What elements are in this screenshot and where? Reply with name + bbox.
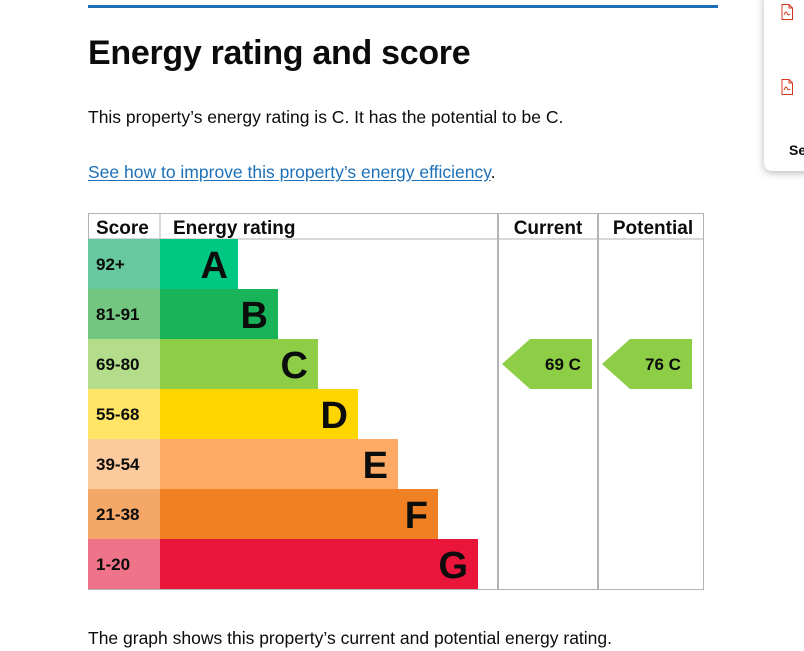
score-cell	[88, 339, 160, 389]
rating-letter: E	[363, 445, 388, 487]
score-label: 1-20	[96, 555, 130, 574]
rating-bar-d	[160, 389, 358, 439]
improvement-paragraph: See how to improve this property’s energ…	[88, 160, 496, 184]
rating-bar-e	[160, 439, 398, 489]
potential-arrow	[602, 339, 692, 389]
score-label: 55-68	[96, 405, 139, 424]
link-suffix: .	[490, 162, 496, 182]
pdf-file-icon[interactable]	[781, 79, 793, 95]
score-label: 39-54	[96, 455, 140, 474]
rating-bar-f	[160, 489, 438, 539]
graph-description: The graph shows this property’s current …	[88, 628, 613, 648]
current-arrow	[502, 339, 592, 389]
rating-letter: D	[321, 395, 348, 437]
rating-letter: B	[241, 295, 268, 337]
score-label: 69-80	[96, 355, 139, 374]
page-title: Energy rating and score	[88, 34, 471, 72]
pdf-file-icon[interactable]	[781, 4, 793, 20]
header-potential: Potential	[613, 218, 693, 239]
rating-bar-b	[160, 289, 278, 339]
improve-efficiency-link[interactable]: See how to improve this property’s energ…	[88, 162, 491, 182]
rating-bar-c	[160, 339, 318, 389]
score-cell	[88, 239, 160, 289]
rating-letter: C	[281, 345, 308, 387]
score-label: 92+	[96, 255, 125, 274]
score-cell	[88, 539, 160, 589]
top-rule	[88, 5, 718, 8]
score-label: 81-91	[96, 305, 139, 324]
score-cell	[88, 389, 160, 439]
side-panel-text[interactable]: Se	[789, 142, 804, 158]
score-cell	[88, 439, 160, 489]
rating-bar-g	[160, 539, 478, 589]
score-cell	[88, 489, 160, 539]
header-current: Current	[514, 218, 583, 239]
header-energy-rating: Energy rating	[173, 218, 295, 239]
score-label: 21-38	[96, 505, 139, 524]
score-cell	[88, 289, 160, 339]
current-rating-label: 69 C	[545, 355, 581, 374]
rating-bar-a	[160, 239, 238, 289]
rating-letter: G	[438, 545, 468, 587]
rating-letter: A	[201, 245, 228, 287]
energy-rating-summary: This property’s energy rating is C. It h…	[88, 107, 564, 127]
rating-letter: F	[405, 495, 428, 537]
energy-rating-chart: Score Energy rating Current Potential 92…	[88, 213, 704, 590]
potential-rating-label: 76 C	[645, 355, 681, 374]
header-score: Score	[96, 218, 149, 239]
